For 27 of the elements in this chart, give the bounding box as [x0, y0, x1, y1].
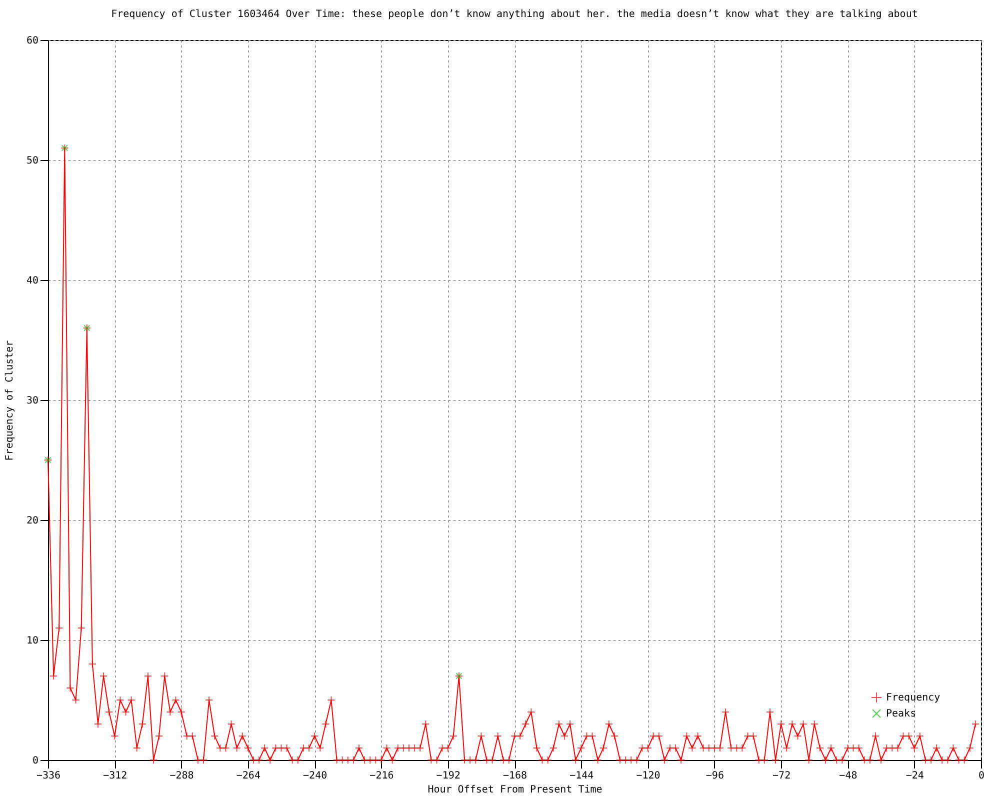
- x-tick-label: −144: [570, 770, 594, 782]
- x-tick-label: −120: [636, 770, 660, 782]
- x-tick-label: −72: [772, 770, 791, 782]
- x-tick-label: −216: [370, 770, 394, 782]
- y-tick-label: 50: [26, 156, 38, 166]
- x-tick-label: −264: [236, 770, 260, 782]
- x-tick-label: 0: [978, 770, 985, 782]
- legend-label: Peaks: [886, 708, 916, 720]
- x-tick-label: −240: [303, 770, 328, 782]
- x-tick-label: −48: [839, 770, 858, 782]
- legend-label: Frequency: [886, 692, 940, 704]
- x-tick-label: −192: [436, 770, 460, 782]
- x-tick-label: −96: [706, 770, 724, 782]
- x-tick-label: −24: [906, 770, 924, 782]
- y-tick-label: 10: [26, 636, 38, 646]
- x-tick-label: −288: [170, 770, 194, 782]
- y-tick-label: 0: [32, 756, 38, 766]
- y-tick-label: 40: [26, 276, 38, 286]
- x-axis-title: Hour Offset From Present Time: [428, 784, 602, 796]
- y-axis-title: Frequency of Cluster: [4, 340, 16, 461]
- x-tick-label: −336: [36, 770, 61, 782]
- y-tick-label: 30: [26, 396, 38, 406]
- x-tick-label: −168: [502, 770, 528, 782]
- y-tick-label: 60: [26, 36, 38, 46]
- chart-title: Frequency of Cluster 1603464 Over Time: these people don’t know anything about her. the media doesn’t know what they are talking about: [111, 9, 918, 20]
- x-tick-label: −312: [103, 770, 128, 782]
- y-tick-label: 20: [26, 516, 38, 526]
